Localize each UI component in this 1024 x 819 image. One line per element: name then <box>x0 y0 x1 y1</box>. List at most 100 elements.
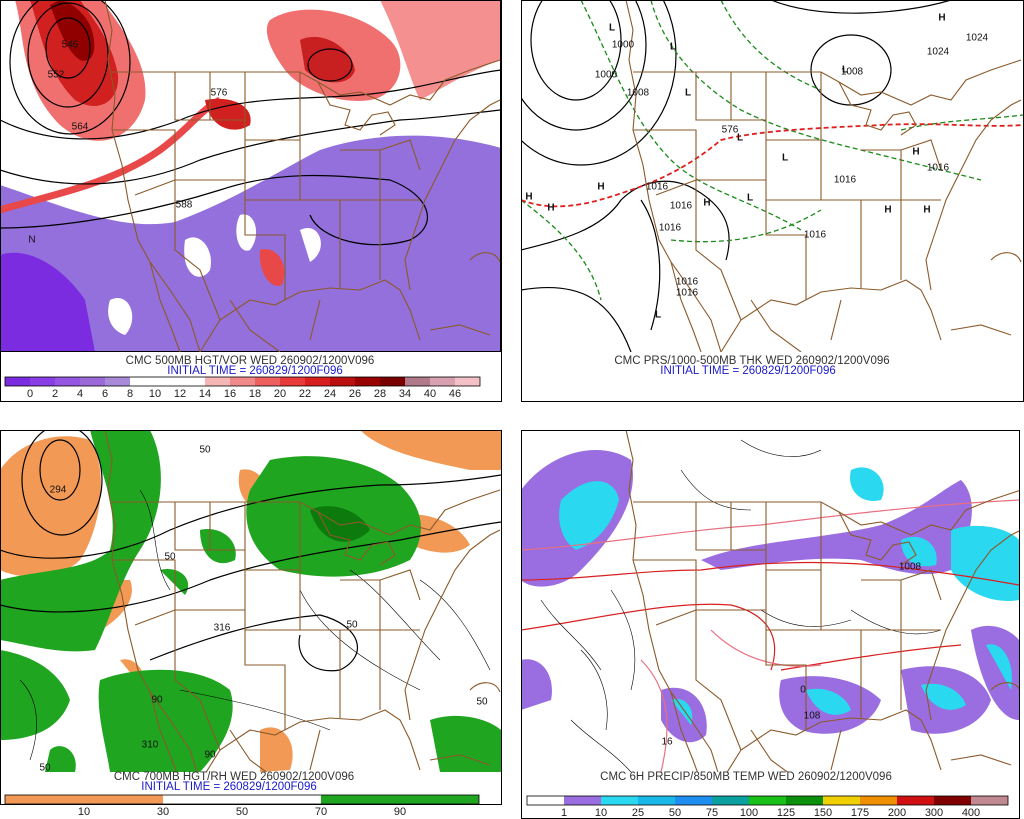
colorbar-frame <box>4 794 480 805</box>
colorbar-label: 24 <box>324 388 336 400</box>
map <box>521 0 1023 352</box>
map-label: 576 <box>211 88 228 99</box>
colorbar-label: 125 <box>777 807 795 819</box>
colorbar-cell <box>130 377 155 386</box>
colorbar-cell <box>439 795 479 804</box>
map-label: 1024 <box>927 47 950 58</box>
map-label: L <box>655 310 661 321</box>
colorbar-cell <box>155 377 180 386</box>
map <box>0 0 501 352</box>
colorbar-frame <box>4 376 481 387</box>
map-label: L <box>670 42 676 53</box>
map-label: H <box>547 203 554 214</box>
map-label: H <box>912 147 919 158</box>
map-label: 1016 <box>670 201 693 212</box>
map <box>0 430 501 772</box>
map-label: 564 <box>72 122 89 133</box>
initial-time: INITIAL TIME = 260829/1200F096 <box>660 365 835 377</box>
map-label: 1008 <box>627 88 650 99</box>
colorbar-cell <box>712 796 749 805</box>
colorbar: 10 30 50 70 90 <box>4 794 480 818</box>
map-label: L <box>737 133 743 144</box>
map-label: 1024 <box>966 33 989 44</box>
colorbar-cell <box>123 795 163 804</box>
map-label: H <box>884 205 891 216</box>
map-label: 588 <box>176 200 193 211</box>
colorbar-label: 26 <box>349 388 361 400</box>
colorbar-label: 16 <box>224 388 236 400</box>
colorbar-label: 46 <box>449 388 461 400</box>
colorbar-label: 25 <box>632 807 644 819</box>
colorbar-cell <box>455 377 480 386</box>
colorbar-label: 200 <box>888 807 906 819</box>
colorbar-cell <box>305 377 330 386</box>
colorbar-cell <box>230 377 255 386</box>
map-label: 1016 <box>834 175 857 186</box>
map-label: 546 <box>62 40 79 51</box>
colorbar-label: 18 <box>249 388 261 400</box>
initial-time: INITIAL TIME = 260829/1200F096 <box>167 365 342 377</box>
colorbar: 1 10 25 50 75 100 125 150 175 200 300 400 <box>526 795 1009 819</box>
colorbar-label: 70 <box>315 806 327 818</box>
colorbar-cell <box>380 377 405 386</box>
map <box>521 430 1019 772</box>
map-label: 1008 <box>841 67 864 78</box>
panel-frame <box>0 430 502 805</box>
map-label: 294 <box>50 485 67 496</box>
colorbar-label: 28 <box>374 388 386 400</box>
colorbar-frame <box>526 795 1009 806</box>
map-label: 0 <box>800 685 806 696</box>
colorbar-label: 75 <box>706 807 718 819</box>
colorbar-cell <box>749 796 786 805</box>
colorbar-label: 100 <box>740 807 758 819</box>
map-label: 552 <box>48 70 65 81</box>
colorbar-cell <box>280 377 305 386</box>
colorbar-label: 40 <box>424 388 436 400</box>
caption: CMC 500MB HGT/VOR WED 260902/1200V096 <box>126 355 375 367</box>
colorbar-label: 50 <box>669 807 681 819</box>
map-label: 108 <box>804 711 821 722</box>
colorbar-label: 8 <box>127 388 133 400</box>
colorbar-cell <box>823 796 860 805</box>
map-label: 1016 <box>676 277 699 288</box>
colorbar-label: 10 <box>78 806 90 818</box>
panel-pressure: CMC PRS/1000-500MB THK WED 260902/1200V0… <box>521 0 1024 402</box>
map-label: 50 <box>346 620 358 631</box>
colorbar-cell <box>675 796 712 805</box>
colorbar-label: 30 <box>157 806 169 818</box>
map-label: L <box>609 23 615 34</box>
map-label: H <box>597 182 604 193</box>
colorbar-cell <box>897 796 934 805</box>
colorbar-label: 14 <box>199 388 211 400</box>
colorbar-label: 150 <box>814 807 832 819</box>
colorbar-cell <box>638 796 675 805</box>
map-label: H <box>938 13 945 24</box>
map-label: 50 <box>164 552 176 563</box>
colorbar-cell <box>430 377 455 386</box>
colorbar-cell <box>934 796 971 805</box>
panel-frame <box>0 0 502 402</box>
colorbar-cell <box>355 377 380 386</box>
map-label: 1008 <box>899 562 922 573</box>
initial-time: INITIAL TIME = 260829/1200F096 <box>141 781 316 793</box>
map-label: L <box>782 153 788 164</box>
colorbar-label: 10 <box>149 388 161 400</box>
colorbar-cell <box>30 377 55 386</box>
colorbar-cell <box>971 796 1008 805</box>
colorbar-label: 0 <box>27 388 33 400</box>
colorbar-cell <box>321 795 361 804</box>
colorbar-cell <box>330 377 355 386</box>
map-label: 1000 <box>612 40 635 51</box>
map-label: N <box>28 235 35 246</box>
colorbar-label: 400 <box>962 807 980 819</box>
map-label: 90 <box>204 750 216 761</box>
caption: CMC 6H PRECIP/850MB TEMP WED 260902/1200… <box>600 771 892 783</box>
map-label: L <box>685 88 691 99</box>
colorbar-cell <box>860 796 897 805</box>
colorbar-cell <box>44 795 84 804</box>
colorbar-cell <box>80 377 105 386</box>
colorbar-cell <box>405 377 430 386</box>
caption: CMC 700MB HGT/RH WED 260902/1200V096 <box>114 771 354 783</box>
colorbar-cell <box>564 796 601 805</box>
